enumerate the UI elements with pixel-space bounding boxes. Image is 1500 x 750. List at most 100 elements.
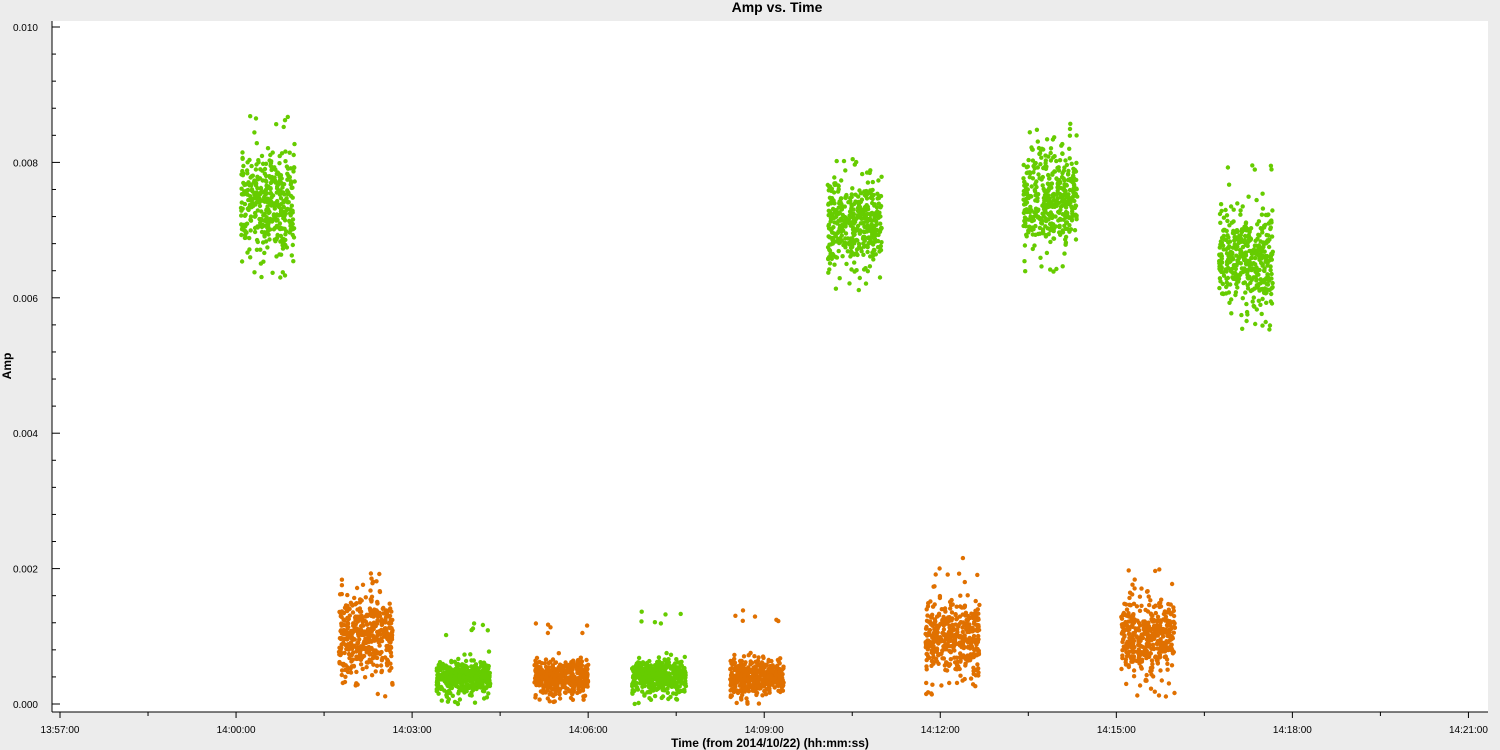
data-point (1074, 133, 1079, 138)
data-point (1121, 629, 1126, 634)
data-point (239, 213, 244, 218)
data-point (929, 692, 934, 697)
data-point (255, 208, 260, 213)
data-point (664, 650, 669, 656)
data-point (1064, 194, 1069, 200)
data-point (924, 607, 929, 612)
data-point (674, 680, 679, 686)
data-point (953, 622, 958, 627)
data-point (637, 681, 643, 686)
data-point (1261, 280, 1267, 285)
data-point (545, 688, 550, 693)
data-point (847, 213, 852, 218)
data-point (756, 701, 762, 706)
data-point (632, 688, 637, 693)
data-point (1137, 608, 1143, 613)
data-point (1159, 597, 1164, 602)
data-point (455, 701, 460, 706)
data-point (849, 194, 854, 200)
data-point (640, 689, 645, 694)
data-point (646, 689, 651, 695)
data-point (452, 659, 457, 664)
data-point (952, 648, 957, 653)
data-point (827, 235, 832, 240)
data-point (745, 684, 750, 690)
data-point (925, 690, 931, 695)
data-point (571, 681, 576, 686)
data-point (1154, 623, 1159, 628)
data-point (256, 160, 261, 165)
data-point (369, 598, 374, 603)
data-point (260, 198, 265, 203)
data-point (435, 672, 440, 678)
data-point (651, 668, 656, 673)
data-point (947, 623, 952, 628)
data-point (871, 192, 876, 198)
data-point (1233, 235, 1239, 240)
data-point (666, 696, 671, 702)
data-point (878, 205, 883, 210)
data-point (1235, 285, 1240, 290)
data-point (857, 228, 863, 233)
data-point (949, 610, 955, 615)
data-point (762, 673, 767, 678)
data-point (1224, 284, 1229, 290)
data-point (1141, 619, 1146, 624)
data-point (390, 682, 395, 687)
data-point (1044, 250, 1050, 256)
data-point (557, 696, 563, 701)
data-point (1255, 267, 1260, 272)
data-point (244, 168, 250, 173)
data-point (349, 664, 355, 669)
data-point (1239, 312, 1244, 318)
data-point (639, 619, 644, 624)
data-point (849, 251, 854, 256)
data-point (747, 667, 753, 672)
data-point (462, 690, 467, 695)
data-point (1040, 183, 1045, 188)
data-point (635, 660, 641, 665)
data-point (1224, 213, 1230, 218)
data-point (1023, 232, 1029, 237)
data-point (861, 229, 866, 234)
data-point (559, 670, 564, 675)
data-point (1131, 668, 1137, 673)
data-point (570, 662, 575, 667)
data-point (675, 670, 681, 675)
data-point (968, 646, 973, 651)
data-point (870, 179, 875, 185)
data-point (1063, 234, 1069, 240)
data-point (943, 662, 948, 667)
data-point (857, 215, 862, 220)
x-tick-label: 14:12:00 (921, 725, 960, 736)
data-point (343, 674, 348, 679)
data-point (939, 607, 944, 612)
data-point (374, 655, 380, 661)
data-point (1029, 218, 1035, 224)
data-point (291, 152, 296, 158)
data-point (1029, 145, 1034, 150)
data-point (1029, 194, 1034, 199)
data-point (381, 605, 386, 611)
data-point (843, 236, 848, 241)
data-point (760, 654, 766, 659)
data-point (956, 571, 962, 576)
data-point (582, 680, 588, 685)
data-point (849, 267, 854, 272)
data-point (373, 613, 378, 618)
data-point (973, 608, 978, 613)
data-point (1149, 658, 1155, 663)
data-point (1036, 172, 1041, 177)
data-point (383, 617, 388, 623)
data-point (1021, 162, 1026, 168)
data-point (972, 647, 977, 653)
data-point (859, 221, 865, 226)
data-point (1056, 209, 1061, 215)
data-point (252, 270, 257, 275)
data-point (936, 641, 941, 646)
data-point (1039, 264, 1044, 269)
data-point (973, 622, 978, 627)
data-point (1147, 642, 1152, 648)
data-point (249, 205, 254, 210)
data-point (1253, 255, 1258, 261)
